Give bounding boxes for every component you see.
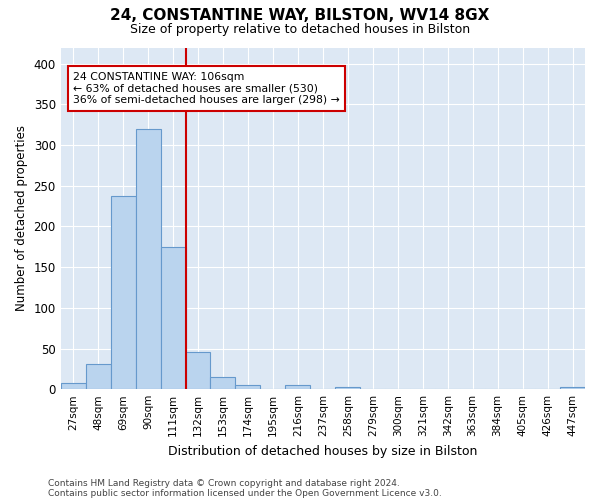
- Bar: [161, 247, 185, 389]
- Bar: [185, 352, 211, 389]
- Y-axis label: Number of detached properties: Number of detached properties: [15, 126, 28, 312]
- Text: 24 CONSTANTINE WAY: 106sqm
← 63% of detached houses are smaller (530)
36% of sem: 24 CONSTANTINE WAY: 106sqm ← 63% of deta…: [73, 72, 340, 105]
- Bar: [211, 377, 235, 389]
- Text: Size of property relative to detached houses in Bilston: Size of property relative to detached ho…: [130, 22, 470, 36]
- Bar: [136, 129, 161, 389]
- Bar: [86, 364, 110, 389]
- Bar: [61, 382, 86, 389]
- Text: 24, CONSTANTINE WAY, BILSTON, WV14 8GX: 24, CONSTANTINE WAY, BILSTON, WV14 8GX: [110, 8, 490, 22]
- Text: Contains HM Land Registry data © Crown copyright and database right 2024.: Contains HM Land Registry data © Crown c…: [48, 478, 400, 488]
- Bar: [110, 196, 136, 389]
- Bar: [560, 386, 585, 389]
- Bar: [286, 385, 310, 389]
- X-axis label: Distribution of detached houses by size in Bilston: Distribution of detached houses by size …: [168, 444, 478, 458]
- Bar: [235, 385, 260, 389]
- Text: Contains public sector information licensed under the Open Government Licence v3: Contains public sector information licen…: [48, 488, 442, 498]
- Bar: [335, 386, 360, 389]
